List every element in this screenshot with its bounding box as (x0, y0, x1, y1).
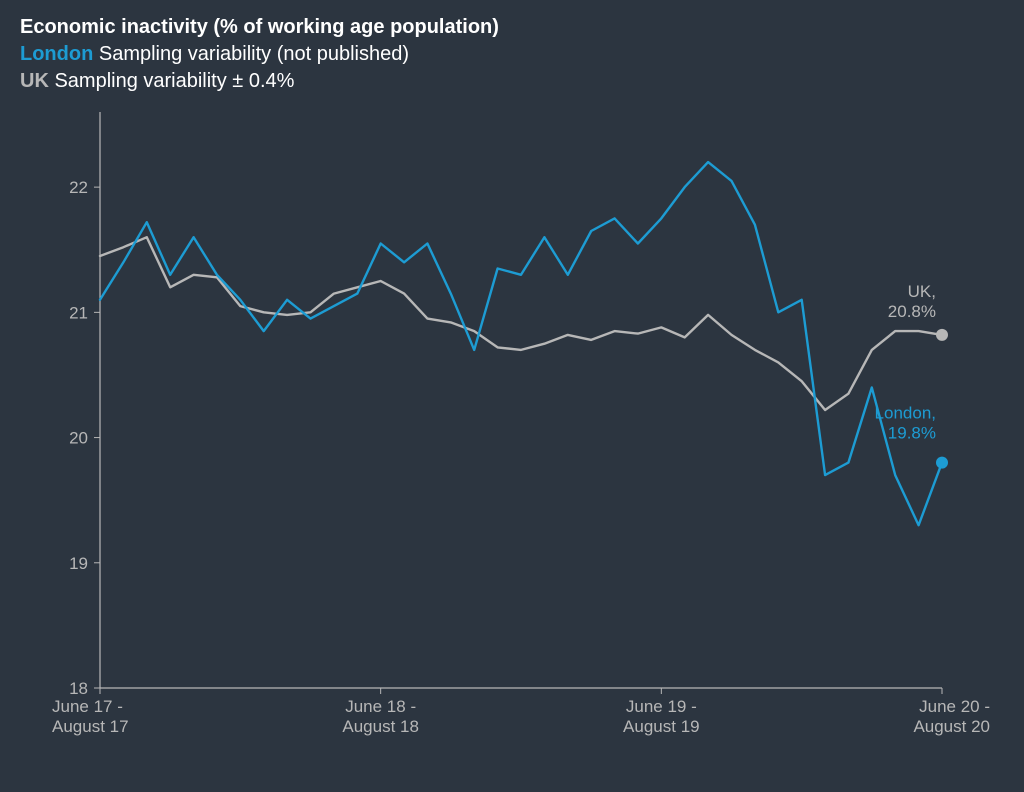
line-chart: 1819202122June 17 -August 17June 18 -Aug… (0, 0, 1024, 792)
series-line-uk (100, 237, 942, 410)
x-tick-label: August 20 (913, 717, 990, 736)
x-tick-label: June 17 - (52, 697, 123, 716)
x-tick-label: August 19 (623, 717, 700, 736)
y-tick-label: 21 (69, 303, 88, 322)
end-label-uk-name: UK, (908, 282, 936, 301)
y-tick-label: 19 (69, 554, 88, 573)
y-tick-label: 20 (69, 429, 88, 448)
x-tick-label: June 20 - (919, 697, 990, 716)
end-marker-uk (936, 329, 948, 341)
end-label-uk-value: 20.8% (888, 302, 936, 321)
x-tick-label: June 18 - (345, 697, 416, 716)
x-tick-label: August 18 (342, 717, 419, 736)
y-tick-label: 22 (69, 178, 88, 197)
series-line-london (100, 162, 942, 525)
x-tick-label: August 17 (52, 717, 129, 736)
end-marker-london (936, 457, 948, 469)
end-label-london-name: London, (875, 404, 936, 423)
end-label-london-value: 19.8% (888, 424, 936, 443)
x-tick-label: June 19 - (626, 697, 697, 716)
y-tick-label: 18 (69, 679, 88, 698)
